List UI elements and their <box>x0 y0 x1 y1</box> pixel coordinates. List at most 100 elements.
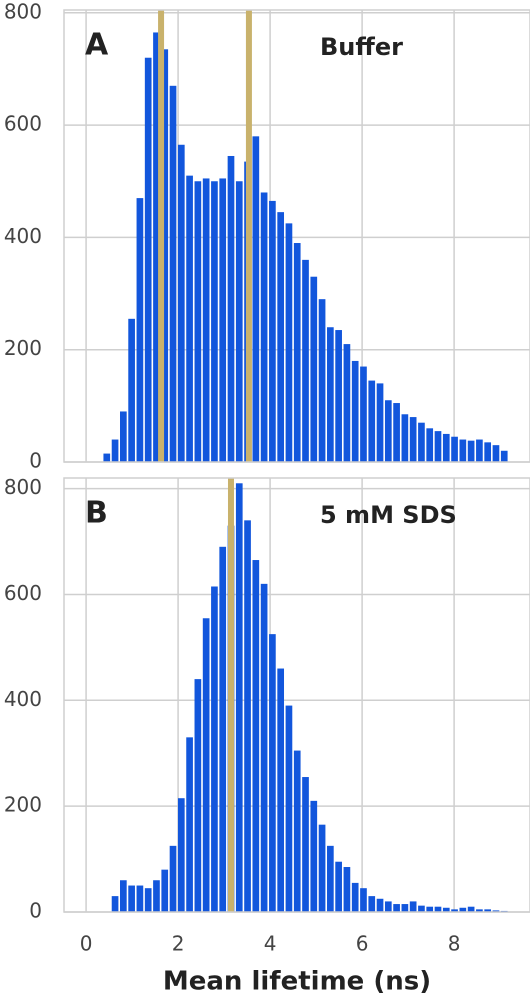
bar <box>285 705 293 912</box>
x-tick-label: 0 <box>80 932 93 956</box>
bar <box>260 192 268 462</box>
x-tick-label: 2 <box>172 932 185 956</box>
bar <box>467 906 475 912</box>
bar <box>153 32 160 463</box>
bar <box>335 861 342 912</box>
y-tick-label: 0 <box>29 899 42 923</box>
y-tick-label: 0 <box>29 449 42 473</box>
plot-frame <box>63 477 530 913</box>
bar <box>277 212 285 462</box>
bar <box>492 445 500 462</box>
bar <box>368 896 376 912</box>
bar <box>186 175 193 462</box>
bar <box>335 330 342 462</box>
bar <box>202 178 210 462</box>
bar <box>128 318 135 462</box>
bar <box>393 904 400 912</box>
bar <box>418 905 425 912</box>
bar <box>442 433 450 462</box>
bar <box>169 85 177 462</box>
bar <box>219 546 227 912</box>
bar <box>376 383 384 462</box>
bar <box>161 869 169 912</box>
bar <box>327 845 334 912</box>
bar <box>211 586 218 912</box>
bar <box>194 679 202 912</box>
bar <box>260 583 268 912</box>
x-tick-label: 6 <box>356 932 369 956</box>
bar <box>384 400 392 462</box>
bar <box>459 439 467 462</box>
bar <box>401 904 409 912</box>
bar <box>451 436 458 462</box>
bar <box>351 882 359 912</box>
y-tick-label: 600 <box>4 112 42 136</box>
bar <box>161 49 169 462</box>
y-tick-label: 600 <box>4 581 42 605</box>
bar <box>384 901 392 912</box>
bar <box>409 901 417 912</box>
bar <box>235 181 243 463</box>
bar <box>103 453 111 462</box>
bar <box>128 885 135 912</box>
bar <box>136 198 144 463</box>
bar <box>451 909 458 912</box>
bar <box>360 888 367 912</box>
panel-label: B <box>85 496 108 531</box>
bar <box>269 634 276 912</box>
annotation: 5 mM SDS <box>320 501 457 529</box>
bar <box>393 403 400 462</box>
bar <box>318 299 326 462</box>
bar <box>351 360 359 462</box>
bar <box>144 57 152 462</box>
bar <box>343 344 351 462</box>
bar <box>426 906 434 912</box>
bar <box>459 907 467 912</box>
y-tick-label: 800 <box>4 0 42 23</box>
plot-frame <box>63 9 530 463</box>
bar <box>310 800 318 912</box>
bar <box>343 867 351 912</box>
bar <box>111 439 119 462</box>
panel-label: A <box>85 28 109 63</box>
bar <box>194 181 202 463</box>
y-tick-label: 200 <box>4 336 42 360</box>
bar <box>318 824 326 912</box>
bar <box>186 737 193 912</box>
y-tick-label: 400 <box>4 687 42 711</box>
bar <box>376 898 384 912</box>
bar <box>211 181 218 463</box>
bar <box>409 417 417 462</box>
bar <box>360 366 367 462</box>
bar <box>476 909 483 912</box>
bar <box>293 750 301 912</box>
bar <box>500 450 508 462</box>
bar <box>120 880 127 912</box>
bar <box>401 414 409 462</box>
bar <box>144 888 152 912</box>
bar <box>136 885 144 912</box>
bar <box>244 520 251 912</box>
x-tick-label: 8 <box>448 932 461 956</box>
y-tick-label: 800 <box>4 475 42 499</box>
bar <box>484 442 492 462</box>
bar <box>252 136 260 463</box>
bar <box>227 155 235 462</box>
bar <box>302 259 309 462</box>
bar <box>310 276 318 462</box>
bar <box>169 845 177 912</box>
bar <box>177 144 185 463</box>
bar <box>327 327 334 462</box>
bar <box>153 880 160 912</box>
y-tick-label: 400 <box>4 224 42 248</box>
bar <box>426 428 434 462</box>
bar <box>177 798 185 912</box>
bar <box>368 380 376 462</box>
bar <box>442 907 450 912</box>
bar <box>476 439 483 462</box>
bar <box>434 431 442 462</box>
annotation: Buffer <box>320 33 403 61</box>
bar <box>492 910 500 912</box>
bar <box>285 223 293 462</box>
